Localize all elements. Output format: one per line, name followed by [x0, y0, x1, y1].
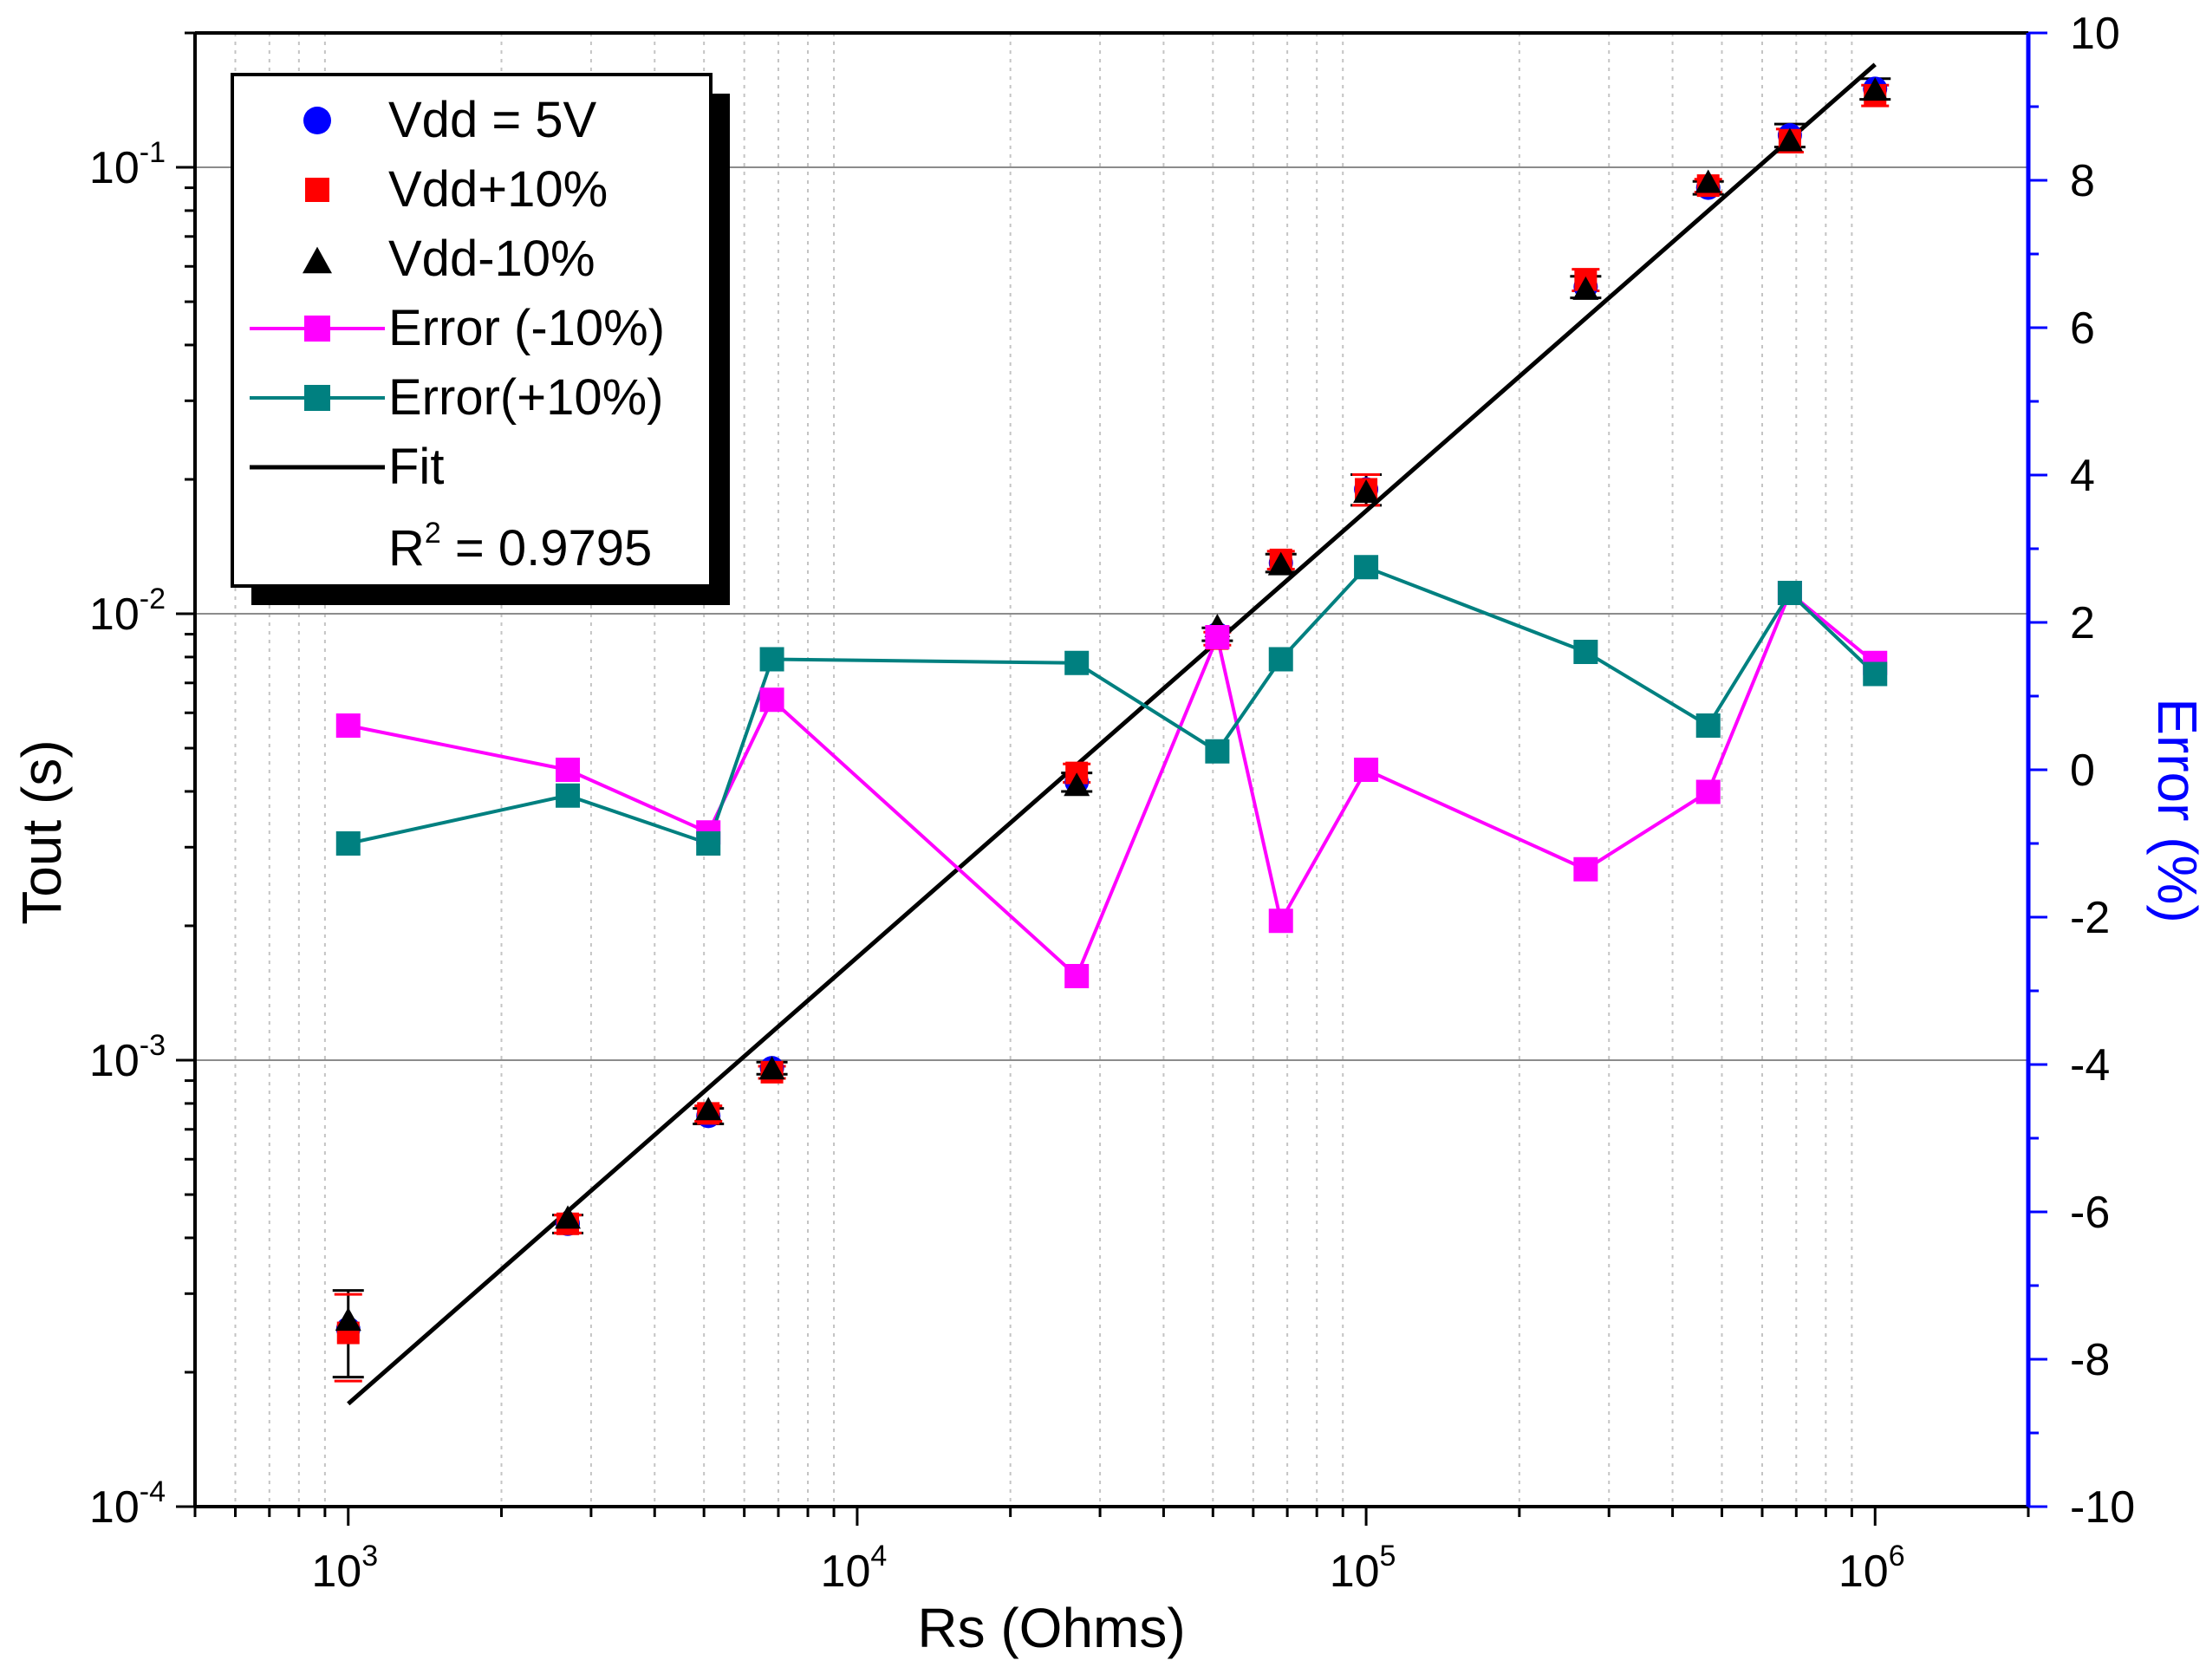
legend-label-vdd-plus-10: Vdd+10% [388, 161, 608, 218]
y-tick-label-exponent: -4 [140, 1475, 166, 1508]
legend-symbol-vdd-minus-10 [303, 246, 332, 274]
error-plus-10-line [348, 564, 1877, 846]
x-tick-label-base: 10 [1838, 1547, 1889, 1597]
y2-tick-label: -10 [2070, 1482, 2135, 1533]
y2-tick-label: -8 [2070, 1335, 2110, 1385]
x-tick-label-exponent: 4 [870, 1540, 887, 1573]
r-squared-prefix: R [388, 520, 425, 576]
error-plus-10-marker [1064, 650, 1090, 675]
error-minus-10-marker [1354, 758, 1379, 782]
vdd-minus-10-marker [555, 1205, 582, 1229]
error-plus-10-marker [1354, 555, 1379, 580]
vdd-minus-10-marker [1267, 551, 1294, 576]
marker-layer [335, 76, 1889, 1345]
error-plus-10-marker [335, 831, 361, 856]
x-tick-label-base: 10 [311, 1547, 361, 1597]
vdd-minus-10-marker [335, 1307, 361, 1332]
x-tick-label-exponent: 5 [1380, 1540, 1396, 1573]
legend-symbol-vdd-5v [303, 107, 331, 134]
y-tick-label-base: 10 [89, 1482, 140, 1533]
y2-tick-label: 0 [2070, 746, 2095, 796]
y-tick-label: 10-3 [89, 1029, 166, 1086]
fit-layer [347, 62, 1877, 1406]
x-tick-label-base: 10 [1330, 1547, 1380, 1597]
y-tick-label-base: 10 [89, 143, 140, 193]
vdd-minus-10-marker [1776, 127, 1803, 152]
error-minus-10-marker [759, 687, 784, 713]
x-axis-title: Rs (Ohms) [917, 1597, 1185, 1659]
y2-tick-label: 10 [2070, 9, 2120, 59]
y-tick-label: 10-1 [89, 136, 166, 193]
vdd-minus-10-marker [1353, 479, 1380, 504]
x-tick-label: 106 [1838, 1540, 1905, 1597]
legend-symbol-error-plus-10 [304, 385, 330, 411]
error-plus-10-marker [759, 647, 784, 672]
y-axis-title: Tout (s) [10, 739, 73, 924]
error-plus-10-marker [1777, 581, 1802, 605]
y2-tick-label: 8 [2070, 156, 2095, 206]
legend-label-fit: Fit [388, 439, 444, 495]
error-minus-10-marker [1268, 908, 1293, 934]
r-squared-annotation: R2 = 0.9795 [388, 517, 652, 576]
legend-label-error-minus-10: Error (-10%) [388, 300, 665, 356]
error-minus-10-marker [1064, 964, 1090, 988]
vdd-minus-10-marker [1862, 77, 1889, 101]
legend-label-vdd-minus-10: Vdd-10% [388, 231, 595, 287]
legend-symbols [250, 107, 385, 470]
r-squared-value: = 0.9795 [441, 520, 653, 576]
error-plus-10-marker [696, 831, 721, 856]
y-tick-label-base: 10 [89, 589, 140, 640]
x-tick-label: 103 [311, 1540, 378, 1597]
y2-tick-label: -4 [2070, 1040, 2110, 1091]
error-minus-10-line [348, 589, 1877, 980]
legend: Vdd = 5V Vdd+10% Vdd-10% Error (-10%) Er… [231, 73, 730, 605]
y2-tick-label: -6 [2070, 1188, 2110, 1238]
y-tick-label-base: 10 [89, 1036, 140, 1086]
error-plus-10-marker [1695, 713, 1721, 738]
y2-tick-label: 6 [2070, 303, 2095, 354]
error-plus-10-marker [1863, 661, 1888, 687]
y-tick-label-exponent: -3 [140, 1029, 166, 1062]
y2-tick-label: 2 [2070, 598, 2095, 648]
vdd-minus-10-marker [1064, 772, 1090, 797]
error-line-layer [348, 564, 1877, 980]
error-minus-10-marker [556, 758, 581, 782]
error-plus-10-marker [1205, 739, 1230, 764]
y2-tick-label: -2 [2070, 893, 2110, 943]
legend-symbol-vdd-plus-10 [305, 178, 329, 202]
legend-label-vdd-5v: Vdd = 5V [388, 92, 597, 148]
y-tick-label-exponent: -2 [140, 583, 166, 615]
r-squared-exponent: 2 [425, 517, 441, 550]
error-minus-10-marker [1205, 625, 1230, 649]
error-minus-10-marker [1695, 779, 1721, 804]
x-tick-label-base: 10 [821, 1547, 871, 1597]
y-tick-label-exponent: -1 [140, 136, 166, 169]
y2-tick-label: 4 [2070, 451, 2095, 501]
error-plus-10-marker [1268, 647, 1293, 672]
x-tick-label: 105 [1330, 1540, 1396, 1597]
vdd-minus-10-marker [695, 1097, 722, 1121]
y2-axis-title: Error (%) [2146, 698, 2206, 923]
legend-symbol-error-minus-10 [304, 316, 330, 342]
fit-line [347, 62, 1877, 1406]
error-minus-10-marker [335, 713, 361, 738]
vdd-minus-10-marker [1695, 169, 1721, 193]
error-plus-10-marker [556, 783, 581, 808]
y-tick-label: 10-4 [89, 1475, 166, 1533]
legend-label-error-plus-10: Error(+10%) [388, 369, 663, 426]
error-plus-10-marker [1573, 640, 1598, 664]
vdd-minus-10-marker [1572, 276, 1599, 300]
error-minus-10-marker [1573, 856, 1598, 882]
vdd-minus-10-marker [758, 1056, 785, 1080]
x-tick-label-exponent: 3 [361, 1540, 378, 1573]
x-tick-label: 104 [821, 1540, 888, 1597]
x-tick-label-exponent: 6 [1889, 1540, 1905, 1573]
y-tick-label: 10-2 [89, 583, 166, 640]
axis-layer: 103 104 105 10610-410-310-210-1-10-8-6-4-20… [89, 9, 2135, 1597]
